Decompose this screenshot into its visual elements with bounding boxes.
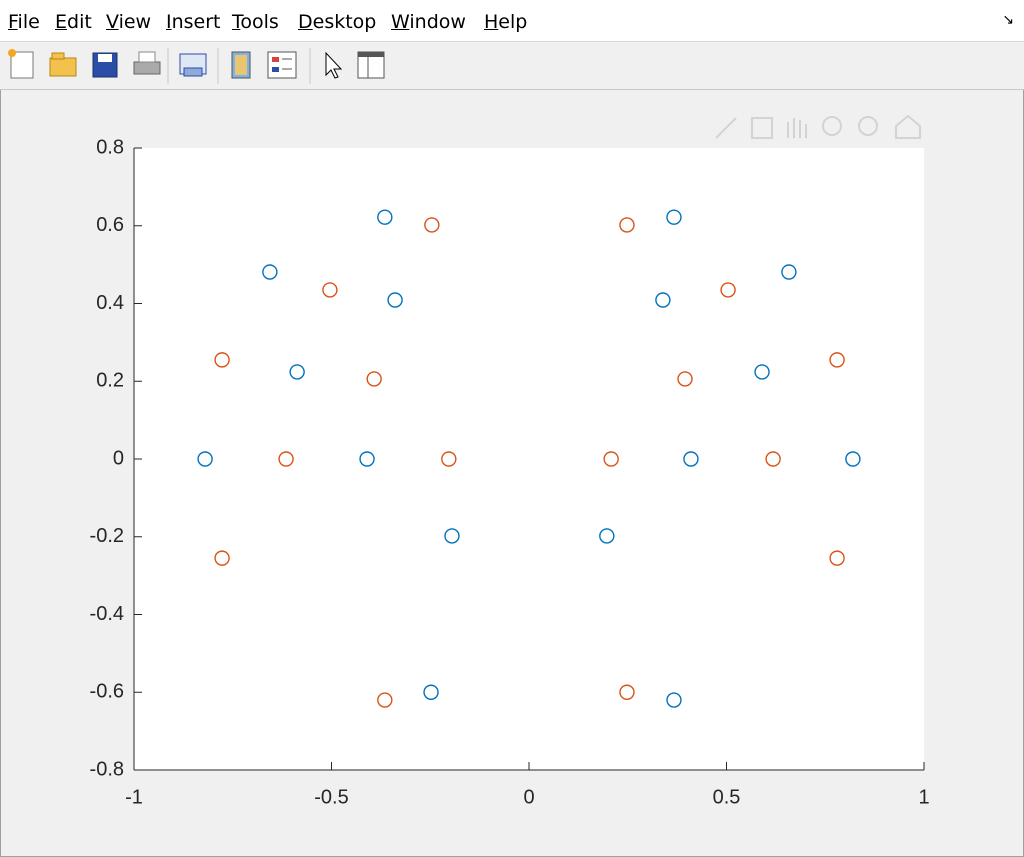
- open-button[interactable]: [49, 52, 77, 77]
- dock-arrow[interactable]: ↘: [1002, 12, 1014, 28]
- menu-item[interactable]: Desktop: [298, 11, 377, 33]
- legend-button[interactable]: [267, 51, 297, 79]
- menu-item[interactable]: File: [8, 11, 40, 33]
- menu-item[interactable]: Edit: [55, 11, 92, 33]
- new-button[interactable]: [8, 49, 34, 79]
- select-button[interactable]: [325, 51, 343, 79]
- toolbar-icons: [8, 48, 385, 84]
- colorbar-button[interactable]: [231, 51, 251, 79]
- menu-item[interactable]: View: [106, 11, 152, 33]
- menu-item[interactable]: Window: [391, 11, 466, 33]
- print-button[interactable]: [133, 51, 161, 75]
- save-button[interactable]: [92, 52, 118, 78]
- menu-item[interactable]: Help: [484, 11, 528, 33]
- menu-item[interactable]: Tools: [232, 11, 279, 33]
- property-button[interactable]: [357, 51, 385, 79]
- menu-item[interactable]: Insert: [166, 11, 221, 33]
- menu-bar: File Edit View Insert Tools Desktop Wind…: [0, 0, 1024, 42]
- toolbar: [0, 42, 1024, 90]
- link-button[interactable]: [179, 53, 207, 77]
